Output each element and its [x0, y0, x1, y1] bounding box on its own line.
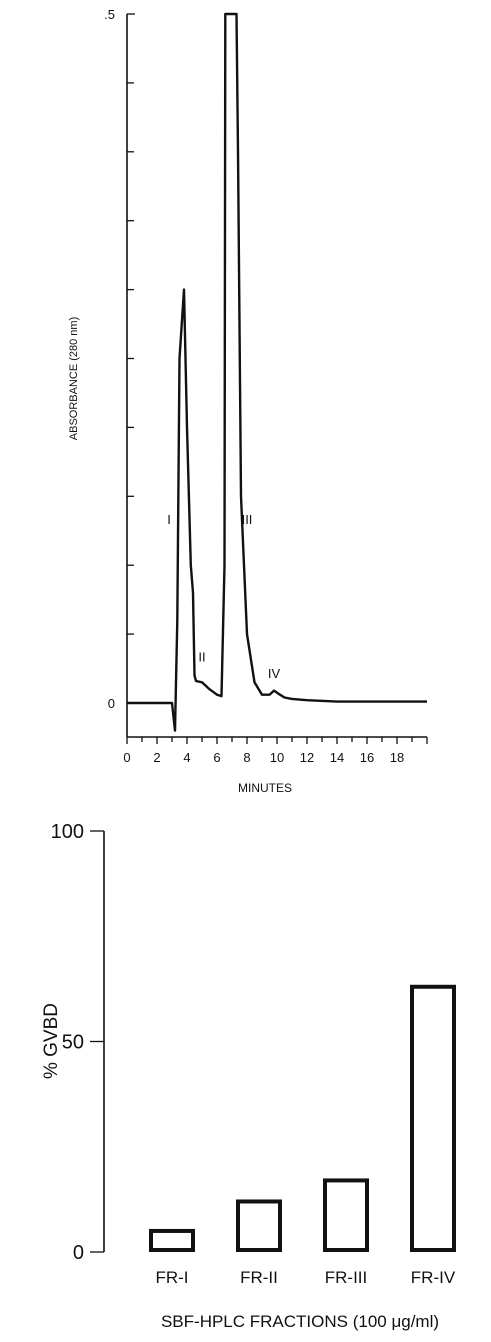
bar [323, 1178, 369, 1253]
chromatogram-x-tick-label: 6 [213, 750, 220, 765]
bar-category-label: FR-III [325, 1268, 368, 1287]
bar-category-label: FR-I [155, 1268, 188, 1287]
bar-y-tick-label: 100 [51, 821, 84, 843]
bar-y-tick-label: 50 [62, 1032, 84, 1054]
peak-label: I [167, 512, 171, 527]
bar-category-label: FR-IV [411, 1268, 456, 1287]
chromatogram-y-tick-label: .5 [104, 7, 115, 22]
bar [410, 984, 456, 1253]
bar-y-tick-label: 0 [73, 1242, 84, 1264]
bar [236, 1199, 282, 1252]
bar-x-axis-label: SBF-HPLC FRACTIONS (100 μg/ml) [161, 1312, 439, 1331]
chromatogram-x-tick-label: 10 [270, 750, 284, 765]
peak-label: IV [268, 666, 281, 681]
bar-category-label: FR-II [240, 1268, 278, 1287]
chromatogram-x-tick-label: 0 [123, 750, 130, 765]
gvbd-bar-chart: % GVBD SBF-HPLC FRACTIONS (100 μg/ml) 0 5… [41, 821, 456, 1331]
chromatogram-x-tick-label: 8 [243, 750, 250, 765]
bar [149, 1228, 195, 1252]
chromatogram-x-tick-label: 14 [330, 750, 344, 765]
bar-y-axis-label: % GVBD [41, 1003, 62, 1079]
chromatogram-x-tick-label: 18 [390, 750, 404, 765]
chromatogram-y-tick-label: 0 [108, 696, 115, 711]
peak-label: III [242, 512, 253, 527]
chromatogram-x-tick-label: 12 [300, 750, 314, 765]
chromatogram-x-tick-label: 2 [153, 750, 160, 765]
chromatogram-x-tick-label: 4 [183, 750, 190, 765]
chromatogram-trace [127, 12, 427, 732]
chromatogram-chart: ABSORBANCE (280 nm) MINUTES 0 .5 0 2 4 6 8 10 12… [68, 7, 428, 795]
peak-label: II [198, 650, 205, 665]
chromatogram-y-axis-label: ABSORBANCE (280 nm) [68, 317, 80, 440]
chromatogram-x-axis-label: MINUTES [238, 781, 292, 795]
chromatogram-x-tick-label: 16 [360, 750, 374, 765]
